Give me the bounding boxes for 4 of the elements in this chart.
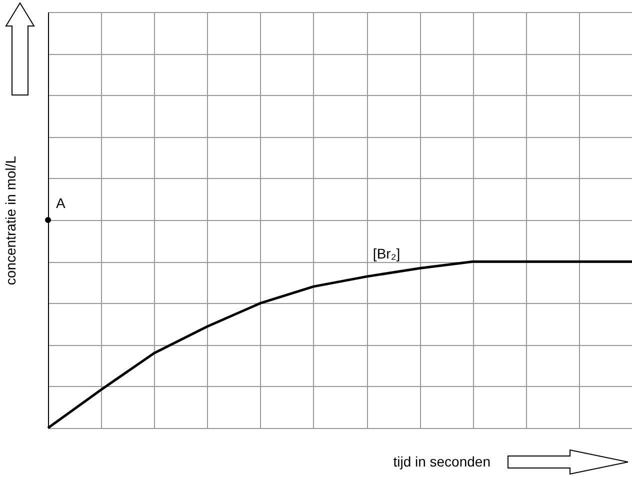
y-axis-title: concentratie in mol/L (2, 156, 18, 286)
x-axis-title: tijd in seconden (393, 454, 490, 470)
series-label: [Br₂] (372, 246, 400, 262)
text: A (56, 195, 66, 211)
